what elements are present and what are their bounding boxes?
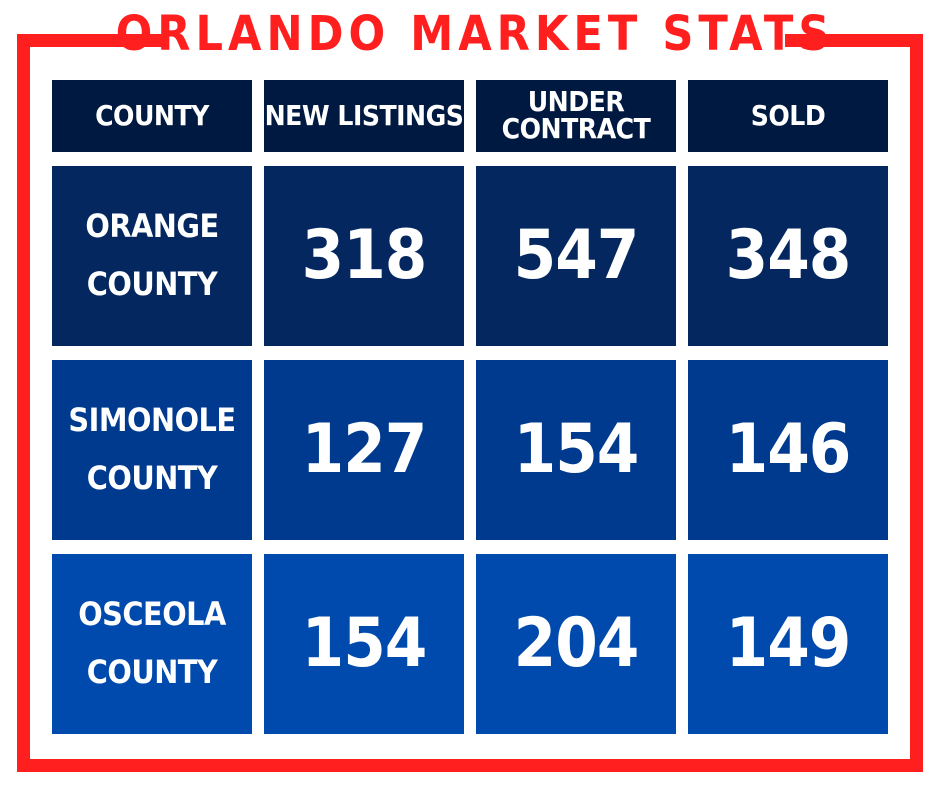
page-title: ORLANDO MARKET STATS — [115, 6, 835, 62]
county-name: SIMONOLE COUNTY — [52, 360, 252, 540]
header-new-listings: NEW LISTINGS — [264, 80, 464, 152]
header-sold: SOLD — [688, 80, 888, 152]
county-name: ORANGE COUNTY — [52, 166, 252, 346]
new-listings-value: 318 — [264, 166, 464, 346]
under-contract-value: 154 — [476, 360, 676, 540]
sold-value: 348 — [688, 166, 888, 346]
header-under-contract: UNDER CONTRACT — [476, 80, 676, 152]
header-county: COUNTY — [52, 80, 252, 152]
under-contract-value: 204 — [476, 554, 676, 734]
sold-value: 146 — [688, 360, 888, 540]
title-background — [165, 0, 785, 60]
sold-value: 149 — [688, 554, 888, 734]
under-contract-value: 547 — [476, 166, 676, 346]
new-listings-value: 154 — [264, 554, 464, 734]
new-listings-value: 127 — [264, 360, 464, 540]
county-name: OSCEOLA COUNTY — [52, 554, 252, 734]
